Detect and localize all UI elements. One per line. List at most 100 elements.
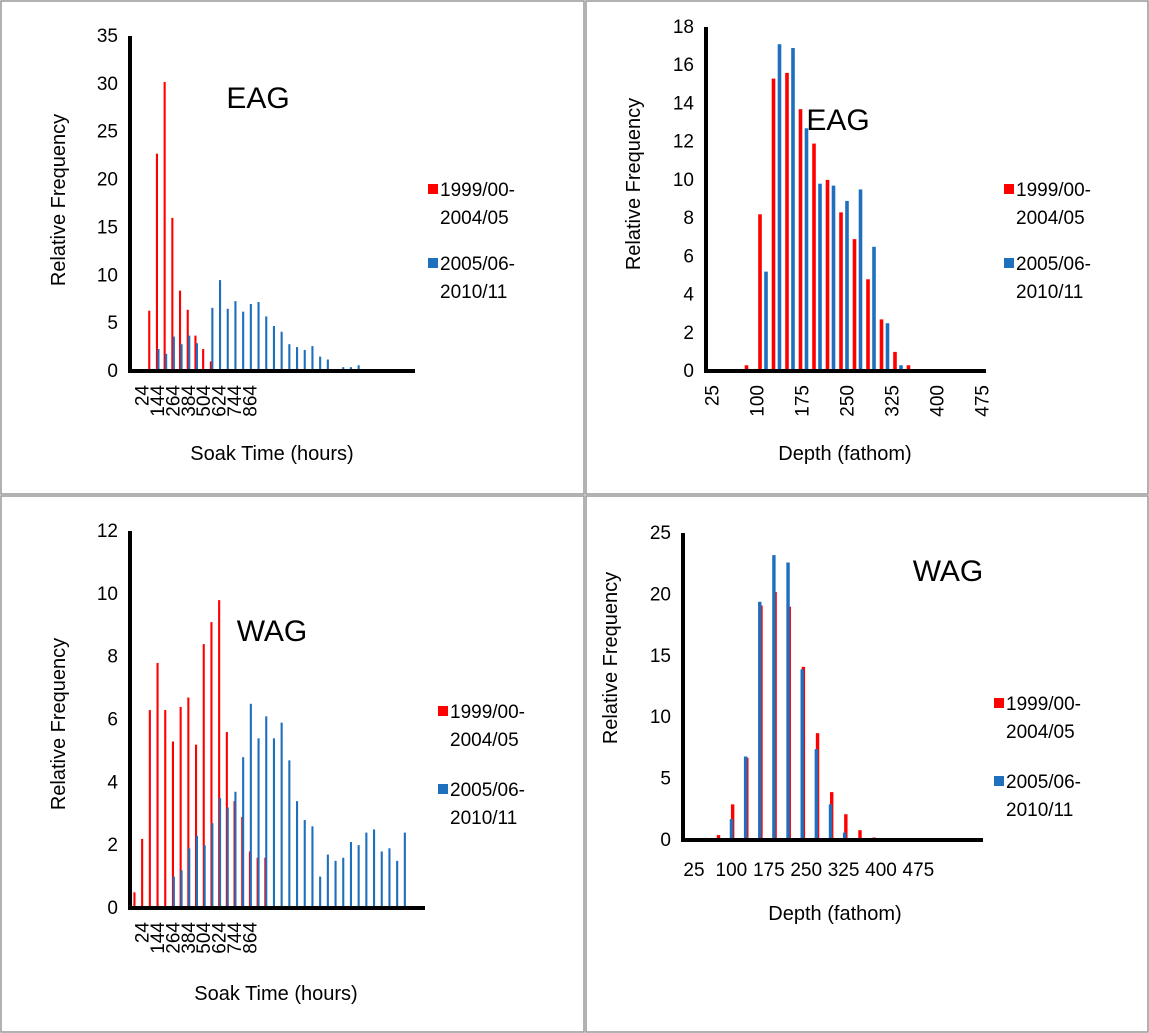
- bar: [800, 669, 804, 840]
- legend-label-line: 2005/06-: [440, 254, 515, 275]
- y-tick-label: 14: [673, 93, 695, 114]
- bar: [179, 706, 182, 908]
- x-tick-label: 475: [973, 385, 994, 417]
- bar: [296, 801, 299, 908]
- x-tick-label: 744: [225, 922, 246, 954]
- y-tick-label: 15: [97, 217, 118, 238]
- legend-label: 2005/06- 2010/11: [1016, 254, 1091, 303]
- y-tick-label: 25: [650, 523, 671, 544]
- bar-series-2: [172, 703, 406, 908]
- y-tick-label: 10: [650, 707, 671, 728]
- legend-label-line: 1999/00-: [450, 702, 525, 723]
- bar: [852, 239, 857, 371]
- bar: [791, 48, 795, 372]
- bar: [155, 153, 158, 371]
- legend-label-line: 2005/06-: [1016, 254, 1091, 275]
- bar: [845, 200, 849, 371]
- bar: [218, 600, 221, 908]
- y-tick-label: 6: [107, 710, 118, 731]
- x-axis-title: Depth (fathom): [768, 903, 901, 925]
- x-tick-label: 264: [163, 385, 184, 417]
- x-tick-label: 175: [753, 860, 785, 881]
- bar: [814, 749, 819, 840]
- bar: [272, 326, 275, 371]
- bar: [842, 832, 847, 840]
- y-tick-label: 0: [107, 898, 118, 919]
- bar: [141, 838, 144, 908]
- bar-series-1: [744, 72, 924, 371]
- x-tick-label: 400: [928, 385, 949, 417]
- bar: [188, 335, 191, 371]
- x-tick-label: 144: [148, 385, 169, 417]
- x-tick-label: 864: [240, 922, 261, 954]
- bar: [210, 622, 213, 908]
- bar: [165, 353, 168, 371]
- legend-label-line: 1999/00-: [1016, 180, 1091, 201]
- chart-title: WAG: [237, 615, 308, 648]
- x-tick-label: 504: [194, 385, 215, 417]
- bar: [164, 710, 167, 908]
- bar: [403, 832, 406, 908]
- bar: [187, 697, 190, 908]
- bar: [265, 716, 268, 908]
- bar: [163, 81, 166, 371]
- bar: [194, 335, 197, 371]
- x-tick-label: 144: [148, 922, 169, 954]
- legend-label-line: 1999/00-: [1006, 694, 1081, 715]
- bar: [311, 826, 314, 908]
- bar: [828, 804, 833, 840]
- legend-label-line: 2004/05: [1016, 208, 1085, 229]
- legend-label-line: 2004/05: [450, 730, 519, 751]
- bar: [195, 343, 198, 371]
- bar: [272, 738, 275, 908]
- y-tick-label: 4: [107, 772, 118, 793]
- bar-series-1: [716, 591, 876, 840]
- bar: [357, 365, 360, 371]
- legend-label-line: 2004/05: [440, 208, 509, 229]
- x-tick-label: 24: [133, 385, 154, 407]
- x-tick-label: 25: [703, 385, 724, 406]
- bar: [798, 109, 803, 371]
- bar: [872, 246, 876, 371]
- legend-label: 2005/06- 2010/11: [1006, 772, 1081, 821]
- bar: [156, 662, 159, 908]
- x-axis-title: Soak Time (hours): [190, 443, 353, 465]
- x-tick-label: 25: [683, 860, 704, 881]
- legend-label: 1999/00- 2004/05: [1016, 180, 1091, 229]
- x-axis-title: Soak Time (hours): [194, 983, 357, 1005]
- y-tick-label: 5: [107, 313, 118, 334]
- bar: [172, 876, 175, 908]
- bar: [893, 351, 897, 371]
- x-tick-label: 175: [793, 385, 814, 417]
- bar: [211, 307, 214, 371]
- bar: [342, 857, 345, 908]
- legend-swatch: [1004, 184, 1014, 194]
- bar-series-1: [148, 81, 212, 371]
- x-axis-title: Depth (fathom): [778, 443, 911, 465]
- bar: [758, 214, 762, 371]
- x-tick-label: 100: [748, 385, 769, 417]
- bar: [148, 710, 151, 908]
- x-tick-label: 384: [179, 922, 200, 954]
- bar: [326, 854, 329, 908]
- panel-border-3: [0, 495, 585, 1033]
- legend-label-line: 2010/11: [440, 282, 507, 303]
- bar: [758, 601, 762, 840]
- chart-panel-4: 0 5 10 15 20 25 25 100 175 250 325 400 475 Depth (fat…: [600, 523, 1081, 925]
- bar: [219, 798, 222, 908]
- y-tick-label: 25: [97, 122, 118, 143]
- bar: [885, 323, 890, 371]
- y-tick-label: 4: [683, 285, 694, 306]
- y-tick-label: 10: [673, 170, 694, 191]
- legend-label-line: 2005/06-: [450, 780, 525, 801]
- bar: [157, 348, 160, 371]
- y-tick-label: 0: [683, 361, 694, 382]
- bar: [211, 823, 214, 908]
- bar: [899, 365, 903, 371]
- bar: [203, 845, 206, 908]
- legend-swatch: [994, 776, 1004, 786]
- y-tick-label: 8: [107, 647, 118, 668]
- bar: [786, 562, 790, 840]
